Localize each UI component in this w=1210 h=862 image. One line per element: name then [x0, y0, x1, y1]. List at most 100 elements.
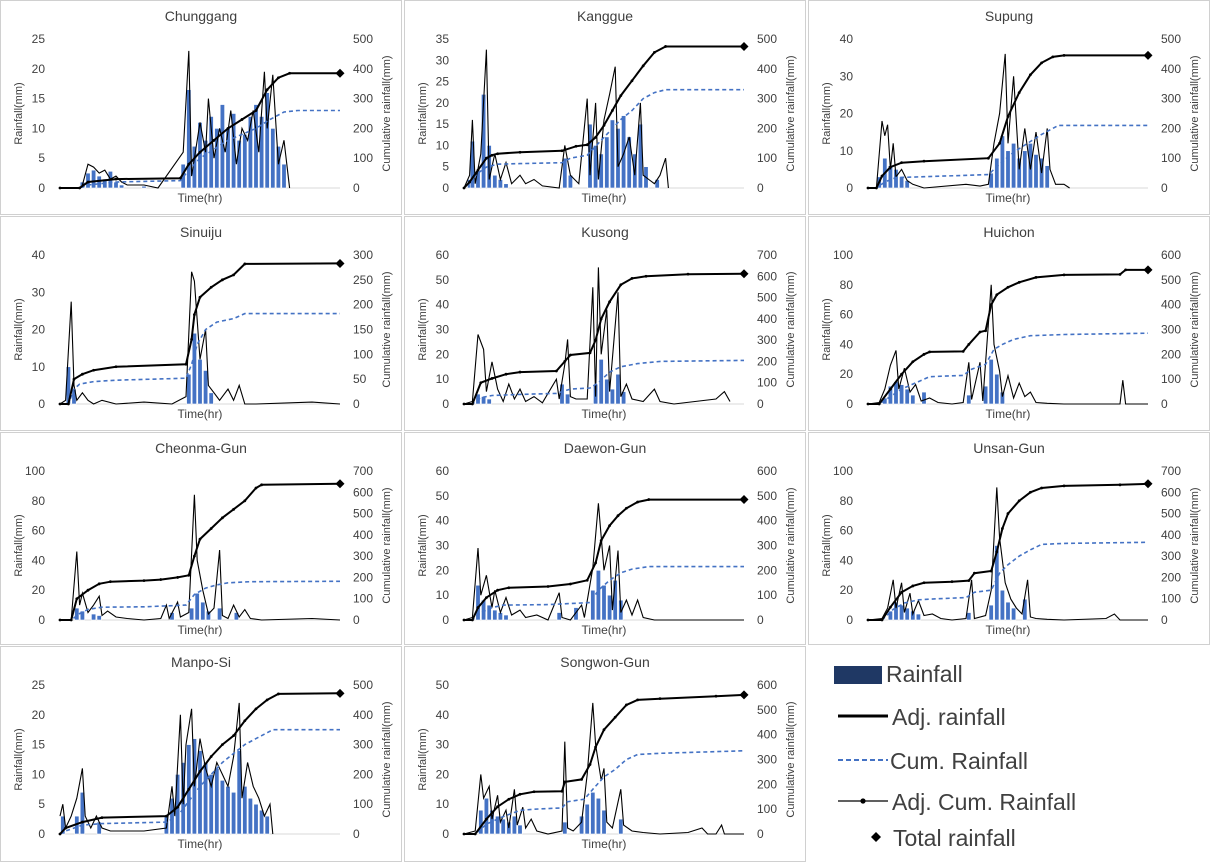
rainfall-bar	[191, 145, 197, 189]
adj-cum-rainfall-point	[142, 579, 146, 583]
y2-tick-label: 500	[757, 703, 777, 717]
y-tick-label: 10	[436, 138, 450, 152]
y-tick-label: 40	[840, 337, 854, 351]
chart-songwon-gun: Songwon-Gun01020304050010020030040050060…	[404, 646, 806, 862]
y2-tick-label: 300	[757, 539, 777, 553]
chart-title: Manpo-Si	[171, 654, 231, 670]
adj-cum-rainfall-point	[950, 580, 954, 584]
adj-cum-rainfall-point	[928, 350, 931, 354]
adj-cum-rainfall-point	[496, 152, 499, 156]
rainfall-bar	[141, 185, 147, 189]
legend-label-adj-rainfall: Adj. rainfall	[892, 704, 1006, 730]
series-cum-rainfall	[868, 332, 1149, 405]
y2-axis-label: Cumulative rainfall(mm)	[785, 271, 797, 387]
legend-item-rainfall: Rainfall	[834, 661, 963, 687]
rainfall-bar	[604, 378, 610, 405]
y-tick-label: 50	[436, 678, 450, 692]
y-tick-label: 25	[32, 32, 46, 46]
rainfall-bar	[517, 824, 523, 835]
y2-axis-label: Cumulative rainfall(mm)	[785, 487, 797, 603]
adj-cum-rainfall-point	[198, 150, 202, 154]
adj-cum-rainfall-point	[995, 550, 999, 554]
adj-rainfall-line	[463, 702, 744, 835]
series-adj-rainfall	[59, 702, 274, 835]
adj-cum-rainfall-point	[75, 597, 79, 601]
rainfall-bar	[500, 818, 506, 835]
series-cum-rainfall	[60, 312, 340, 405]
adj-cum-rainfall-point	[599, 317, 603, 321]
total-rainfall-marker	[335, 688, 345, 698]
adj-cum-rainfall-point	[594, 338, 597, 342]
rainfall-bar	[242, 786, 248, 835]
y2-tick-label: 0	[757, 181, 764, 195]
chart-sinuiju: Sinuiju 0 10 20 30 40 0 50 100 150 200 250 300 Rainfa…	[0, 216, 402, 431]
y-tick-label: 30	[436, 323, 450, 337]
rainfall-bar	[79, 610, 85, 621]
adj-cum-rainfall-point	[989, 303, 993, 307]
adj-cum-rainfall-point	[560, 149, 564, 153]
cum-rainfall-line	[60, 312, 340, 405]
adj-cum-rainfall-point	[585, 143, 589, 147]
y2-tick-label: 700	[1161, 464, 1181, 478]
y2-tick-label: 100	[353, 797, 373, 811]
adj-cum-rainfall-point	[187, 573, 191, 577]
y2-tick-label: 200	[353, 570, 373, 584]
rainfall-bar	[475, 584, 481, 621]
rainfall-bar	[247, 116, 253, 189]
adj-cum-rainfall-point	[1034, 275, 1038, 279]
y-tick-label: 0	[38, 397, 45, 411]
y2-tick-label: 700	[353, 464, 373, 478]
adj-cum-rainfall-point	[1051, 55, 1055, 59]
rainfall-bar	[999, 589, 1005, 621]
series-adj-cum-rainfall	[866, 268, 1150, 406]
adj-cum-rainfall-point	[1017, 499, 1021, 503]
y2-tick-label: 400	[353, 62, 373, 76]
rainfall-bar	[96, 175, 102, 189]
rainfall-bar	[486, 398, 492, 405]
legend-item-cum-rainfall: Cum. Rainfall	[838, 748, 1028, 774]
adj-cum-rainfall-point	[630, 277, 634, 280]
rainfall-bar	[495, 815, 501, 835]
y2-tick-label: 300	[1161, 549, 1181, 563]
adj-cum-rainfall-point	[866, 186, 870, 190]
rainfall-bar	[994, 373, 1000, 405]
x-axis-label: Time(hr)	[582, 407, 627, 421]
adj-cum-rainfall-point	[588, 351, 592, 355]
rainfall-bar	[1005, 601, 1011, 621]
y2-axis-label: Cumulative rainfall(mm)	[381, 55, 393, 171]
y-tick-label: 100	[25, 464, 45, 478]
rainfall-bar	[219, 780, 225, 835]
rainfall-bar	[208, 774, 214, 835]
rainfall-bar	[994, 157, 1000, 189]
y-tick-label: 20	[32, 583, 46, 597]
rainfall-bar	[966, 612, 972, 621]
adj-cum-rainfall-point	[254, 486, 258, 490]
chart-chunggang: Chunggang 0 5 10 15 20 25 0 100 200 300 400 500 Rainf…	[0, 0, 402, 215]
series-rainfall	[475, 570, 624, 621]
series-total-rainfall	[739, 269, 749, 279]
series-rainfall	[887, 545, 1028, 621]
adj-cum-rainfall-point	[866, 402, 870, 406]
rainfall-bar	[96, 615, 102, 621]
adj-cum-rainfall-point	[479, 381, 483, 385]
y2-tick-label: 300	[1161, 323, 1181, 337]
adj-cum-rainfall-point	[922, 581, 926, 585]
adj-rainfall-line	[59, 271, 341, 405]
series-adj-rainfall	[463, 49, 669, 189]
adj-cum-rainfall-point	[613, 715, 617, 719]
panel-frame	[0, 0, 402, 215]
adj-cum-rainfall-point	[984, 329, 987, 333]
adj-cum-rainfall-point	[193, 554, 196, 558]
rainfall-bar	[492, 609, 498, 621]
chart-title: Supung	[985, 8, 1033, 24]
cum-rainfall-line	[60, 109, 340, 189]
adj-cum-rainfall-point	[518, 370, 522, 374]
rainfall-bar	[607, 594, 613, 621]
chart-title: Unsan-Gun	[973, 440, 1045, 456]
total-rainfall-marker	[739, 495, 749, 505]
y2-tick-label: 500	[1161, 273, 1181, 287]
x-axis-label: Time(hr)	[178, 407, 223, 421]
y2-tick-label: 50	[353, 372, 367, 386]
y2-tick-label: 300	[1161, 92, 1181, 106]
adj-cum-rainfall-point	[1017, 280, 1021, 284]
